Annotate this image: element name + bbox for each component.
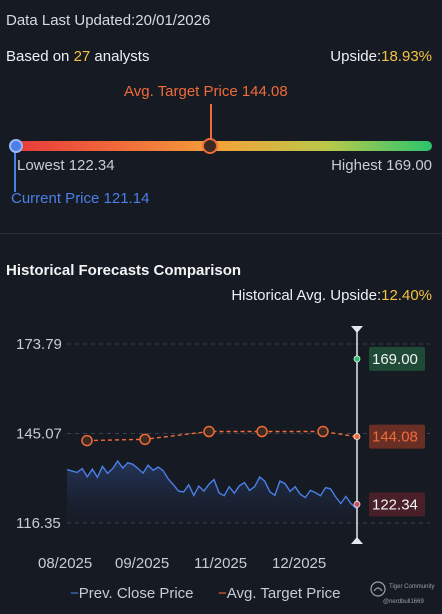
target-point	[81, 434, 93, 447]
marker-label: 169.00	[372, 351, 418, 368]
x-axis-ticks: 08/2025 09/2025 11/2025 12/2025	[38, 555, 326, 572]
tiger-user: @nerdbull1669	[383, 599, 424, 605]
legend-target-swatch: −	[218, 585, 227, 602]
analysts-prefix: Based on	[6, 48, 74, 65]
historical-upside: Historical Avg. Upside:12.40%	[231, 287, 432, 304]
historical-chart[interactable]: 173.79 145.07 116.35 169.00 144.08 122.34 08…	[0, 320, 442, 580]
x-tick-label: 11/2025	[194, 555, 247, 572]
marker-box	[369, 424, 425, 449]
target-point	[317, 425, 329, 438]
upside-value: 18.93%	[381, 48, 432, 65]
target-point	[256, 425, 268, 438]
updated-label: Data Last Updated:	[6, 12, 136, 29]
y-tick-label: 173.79	[16, 336, 62, 353]
marker-box	[369, 346, 425, 371]
marker-label: 122.34	[372, 496, 418, 513]
legend-close[interactable]: −Prev. Close Price	[70, 585, 194, 602]
legend-target-label: Avg. Target Price	[226, 585, 341, 602]
historical-upside-label: Historical Avg. Upside:	[231, 287, 382, 304]
analysts-count: 27	[73, 48, 91, 65]
target-point	[139, 433, 151, 446]
y-tick-label: 145.07	[16, 426, 62, 443]
highest-label: Highest 169.00	[331, 157, 432, 174]
marker-box	[369, 492, 425, 517]
marker-label: 144.08	[372, 429, 418, 446]
tiger-watermark: Tiger Community @nerdbull1669	[369, 580, 434, 605]
upside-label: Upside:	[330, 48, 382, 65]
x-tick-label: 09/2025	[115, 555, 169, 572]
y-tick-label: 116.35	[16, 515, 61, 532]
y-axis-ticks: 173.79 145.07 116.35	[16, 336, 62, 532]
lowest-label: Lowest 122.34	[17, 157, 115, 174]
historical-title: Historical Forecasts Comparison	[6, 262, 242, 279]
cursor-top-handle[interactable]	[351, 326, 363, 333]
data-updated: Data Last Updated:20/01/2026	[6, 12, 210, 29]
avg-target-marker[interactable]	[202, 138, 218, 154]
x-tick-label: 08/2025	[38, 555, 92, 572]
current-price-pointer	[14, 146, 16, 192]
legend-close-swatch: −	[70, 585, 79, 602]
tiger-logo-icon	[370, 581, 386, 597]
x-tick-label: 12/2025	[272, 555, 326, 572]
analysts-suffix: analysts	[90, 48, 150, 65]
avg-target-line	[86, 430, 357, 442]
upside: Upside:18.93%	[330, 48, 432, 65]
tiger-brand: Tiger Community	[389, 584, 435, 590]
marker-dot	[353, 433, 361, 440]
value-markers: 169.00 144.08 122.34	[353, 346, 425, 517]
legend-target[interactable]: −Avg. Target Price	[218, 585, 340, 602]
current-price-label: Current Price 121.14	[11, 190, 150, 207]
analyst-count: Based on 27 analysts	[6, 48, 149, 65]
updated-value: 20/01/2026	[135, 12, 211, 29]
cursor-bottom-handle[interactable]	[351, 537, 363, 544]
avg-target-label: Avg. Target Price 144.08	[124, 83, 288, 100]
close-price-area	[67, 461, 356, 523]
avg-target-pointer	[210, 104, 212, 142]
avg-target-points	[81, 425, 359, 447]
section-divider	[0, 233, 442, 234]
marker-dot	[353, 500, 361, 508]
close-price-line	[66, 459, 357, 509]
current-price-marker[interactable]	[9, 139, 23, 153]
historical-upside-value: 12.40%	[381, 287, 432, 304]
price-range-bar	[14, 141, 432, 151]
legend-close-label: Prev. Close Price	[78, 585, 194, 602]
marker-dot	[353, 355, 361, 363]
target-point	[203, 425, 215, 438]
